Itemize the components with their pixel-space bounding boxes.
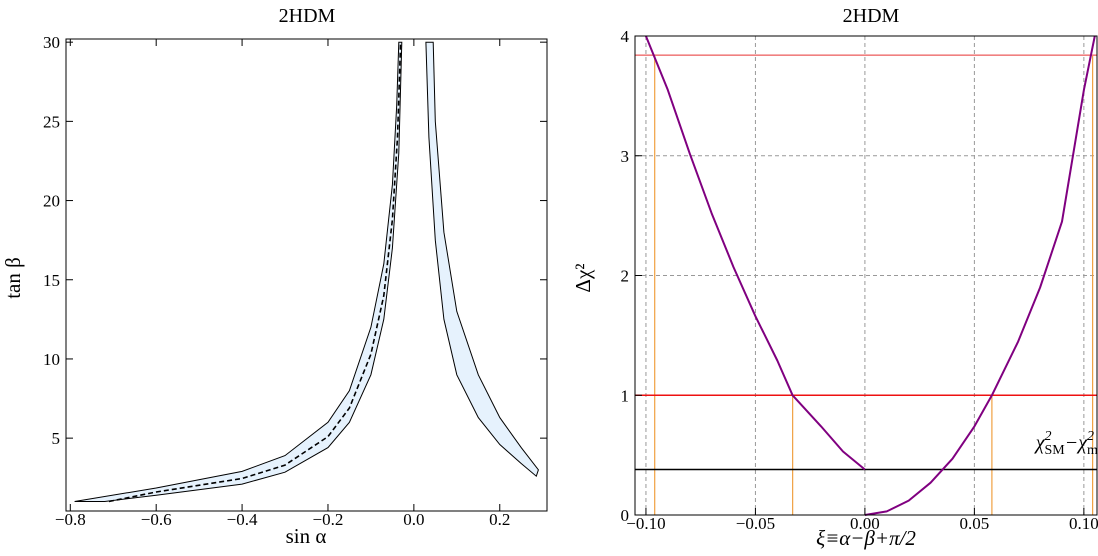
right-y-tick-label: 4 — [621, 27, 630, 46]
right-x-tick-label: 0.00 — [850, 514, 880, 533]
left-title: 2HDM — [279, 5, 336, 27]
annot-chi-1: χ — [1034, 432, 1046, 454]
left-y-tick-label: 30 — [43, 33, 60, 52]
right-x-ticks: −0.10 −0.05 0.00 0.05 0.10 — [626, 508, 1098, 533]
best-fit-dashed-curve — [108, 42, 402, 503]
right-x-tick-label: 0.05 — [960, 514, 990, 533]
left-y-tick-label: 15 — [43, 271, 60, 290]
left-y-tick-label: 5 — [52, 429, 61, 448]
allowed-region-1 — [74, 41, 403, 502]
right-x-tick-label: −0.10 — [626, 514, 665, 533]
annot-chi-2: −χ — [1065, 432, 1088, 454]
right-x-tick-label: −0.05 — [736, 514, 775, 533]
right-plot-area — [635, 35, 1097, 516]
right-y-tick-label: 2 — [621, 267, 630, 286]
annot-sub-2: min — [1087, 443, 1098, 458]
left-x-tick-label: 0.0 — [403, 510, 424, 529]
allowed-region-2 — [425, 41, 539, 478]
right-y-axis-label: Δχ² — [571, 263, 595, 292]
left-y-tick-label: 20 — [43, 192, 60, 211]
annot-sup-1: 2 — [1045, 429, 1052, 444]
right-y-tick-label: 1 — [621, 386, 630, 405]
left-x-tick-label: −0.6 — [141, 510, 172, 529]
left-plot-area — [74, 41, 539, 503]
annot-sup-2: 2 — [1087, 429, 1094, 444]
left-y-ticks: 5 10 15 20 25 30 — [43, 33, 547, 448]
right-y-ticks: 0 1 2 3 4 — [621, 27, 642, 525]
left-y-axis-label: tan β — [1, 257, 25, 299]
chi-square-curve-1 — [644, 35, 866, 471]
left-x-tick-label: −0.8 — [55, 510, 86, 529]
left-x-tick-label: −0.4 — [227, 510, 258, 529]
right-grid — [635, 35, 1097, 516]
left-x-ticks: −0.8 −0.6 −0.4 −0.2 0.0 0.2 — [55, 39, 510, 529]
left-y-tick-label: 25 — [43, 112, 60, 131]
right-x-axis-label: ξ≡α−β+π/2 — [816, 526, 916, 550]
right-x-tick-label: 0.10 — [1069, 514, 1098, 533]
annot-sub-1: SM — [1045, 443, 1066, 458]
left-frame — [65, 38, 548, 512]
right-y-tick-label: 0 — [621, 506, 630, 525]
left-x-tick-label: 0.2 — [489, 510, 510, 529]
left-y-tick-label: 10 — [43, 350, 60, 369]
left-panel: 2HDM −0.8 −0.6 −0.4 −0.2 0.0 0.2 51015202530 … — [1, 5, 548, 548]
left-x-axis-label: sin α — [286, 524, 327, 548]
right-y-tick-label: 3 — [621, 147, 630, 166]
right-title: 2HDM — [843, 5, 900, 27]
chi-square-curve-2 — [864, 35, 1096, 516]
left-x-tick-label: −0.2 — [313, 510, 344, 529]
